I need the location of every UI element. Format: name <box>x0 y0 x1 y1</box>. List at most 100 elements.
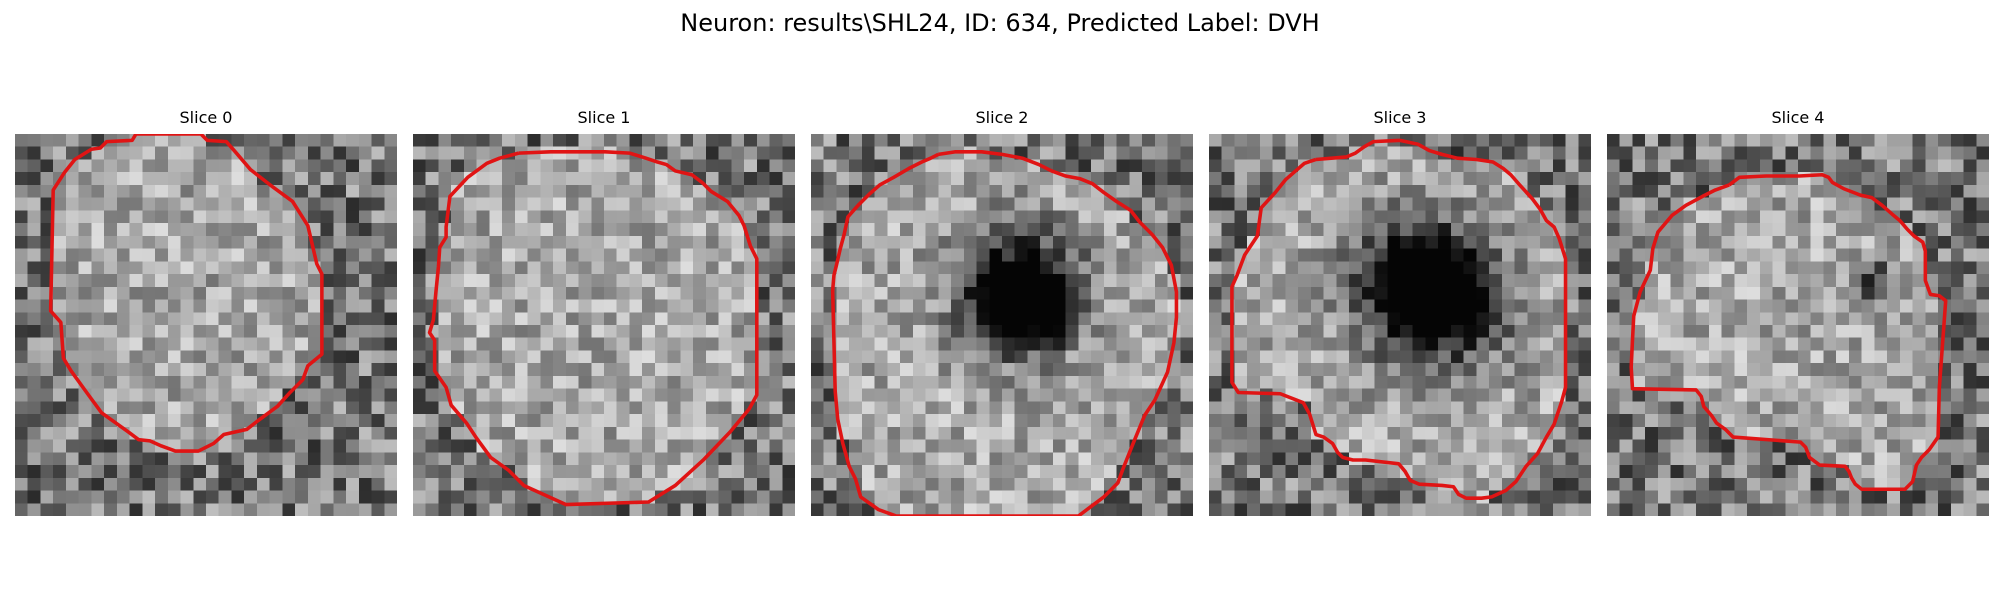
pixel-cell <box>578 350 592 364</box>
pixel-cell <box>912 490 926 504</box>
pixel-cell <box>1527 146 1541 160</box>
pixel-cell <box>565 337 579 351</box>
pixel-cell <box>565 172 579 186</box>
pixel-cell <box>642 426 656 440</box>
pixel-cell <box>1129 248 1143 262</box>
pixel-cell <box>1052 286 1066 300</box>
pixel-cell <box>1040 235 1054 249</box>
pixel-cell <box>476 248 490 262</box>
pixel-cell <box>218 312 232 326</box>
pixel-cell <box>1657 312 1671 326</box>
pixel-cell <box>1785 312 1799 326</box>
pixel-cell <box>1938 235 1952 249</box>
pixel-cell <box>502 388 516 402</box>
pixel-cell <box>540 235 554 249</box>
pixel-cell <box>476 477 490 491</box>
pixel-cell <box>811 401 824 415</box>
pixel-cell <box>1527 274 1541 288</box>
pixel-cell <box>1912 375 1926 389</box>
pixel-cell <box>1310 248 1324 262</box>
pixel-cell <box>256 286 270 300</box>
pixel-cell <box>358 503 372 516</box>
pixel-cell <box>1259 363 1273 377</box>
pixel-cell <box>718 184 732 198</box>
pixel-cell <box>269 146 283 160</box>
pixel-cell <box>1619 210 1633 224</box>
pixel-cell <box>629 299 643 313</box>
pixel-cell <box>1708 210 1722 224</box>
pixel-cell <box>1912 134 1926 147</box>
pixel-cell <box>1607 388 1620 402</box>
pixel-cell <box>27 197 41 211</box>
pixel-cell <box>489 274 503 288</box>
pixel-cell <box>371 235 385 249</box>
pixel-cell <box>731 261 745 275</box>
pixel-cell <box>1091 274 1105 288</box>
pixel-cell <box>129 210 143 224</box>
pixel-cell <box>1412 465 1426 479</box>
pixel-cell <box>1298 414 1312 428</box>
pixel-cell <box>629 274 643 288</box>
pixel-cell <box>1670 363 1684 377</box>
pixel-cell <box>1014 465 1028 479</box>
pixel-cell <box>1450 274 1464 288</box>
pixel-cell <box>1657 274 1671 288</box>
pixel-cell <box>1683 274 1697 288</box>
pixel-cell <box>1734 439 1748 453</box>
pixel-cell <box>1259 261 1273 275</box>
pixel-cell <box>1400 210 1413 224</box>
pixel-cell <box>925 503 939 516</box>
pixel-cell <box>1052 325 1066 338</box>
pixel-cell <box>1052 337 1066 351</box>
pixel-cell <box>604 286 617 300</box>
pixel-cell <box>527 248 541 262</box>
pixel-cell <box>1078 146 1092 160</box>
pixel-cell <box>861 325 875 338</box>
pixel-cell <box>1565 439 1579 453</box>
pixel-cell <box>1336 350 1350 364</box>
pixel-cell <box>1167 388 1181 402</box>
pixel-cell <box>1027 439 1041 453</box>
pixel-cell <box>206 235 219 249</box>
pixel-cell <box>1565 223 1579 237</box>
pixel-cell <box>654 210 668 224</box>
pixel-cell <box>116 235 130 249</box>
pixel-cell <box>769 337 783 351</box>
pixel-cell <box>269 337 283 351</box>
pixel-cell <box>451 274 465 288</box>
pixel-cell <box>1785 465 1799 479</box>
pixel-cell <box>1938 274 1952 288</box>
pixel-cell <box>1501 210 1515 224</box>
pixel-cell <box>425 401 439 415</box>
pixel-cell <box>1823 465 1837 479</box>
pixel-cell <box>1938 134 1952 147</box>
pixel-cell <box>1154 146 1168 160</box>
pixel-cell <box>333 248 347 262</box>
pixel-cell <box>1861 439 1875 453</box>
pixel-cell <box>307 503 321 516</box>
pixel-cell <box>91 248 105 262</box>
pixel-cell <box>206 503 219 516</box>
pixel-cell <box>307 134 321 147</box>
pixel-cell <box>1708 426 1722 440</box>
pixel-cell <box>1209 184 1222 198</box>
pixel-cell <box>1450 159 1464 173</box>
pixel-cell <box>180 426 194 440</box>
pixel-cell <box>307 401 321 415</box>
pixel-cell <box>244 134 258 147</box>
pixel-cell <box>654 388 668 402</box>
pixel-cell <box>642 325 656 338</box>
pixel-cell <box>384 184 397 198</box>
pixel-cell <box>718 503 732 516</box>
pixel-cell <box>553 325 567 338</box>
pixel-cell <box>167 146 181 160</box>
pixel-cell <box>705 261 719 275</box>
pixel-cell <box>15 465 28 479</box>
pixel-cell <box>578 388 592 402</box>
pixel-cell <box>1565 401 1579 415</box>
pixel-cell <box>1785 350 1799 364</box>
pixel-cell <box>1438 426 1452 440</box>
pixel-cell <box>438 312 452 326</box>
pixel-cell <box>1823 401 1837 415</box>
pixel-cell <box>1387 337 1401 351</box>
